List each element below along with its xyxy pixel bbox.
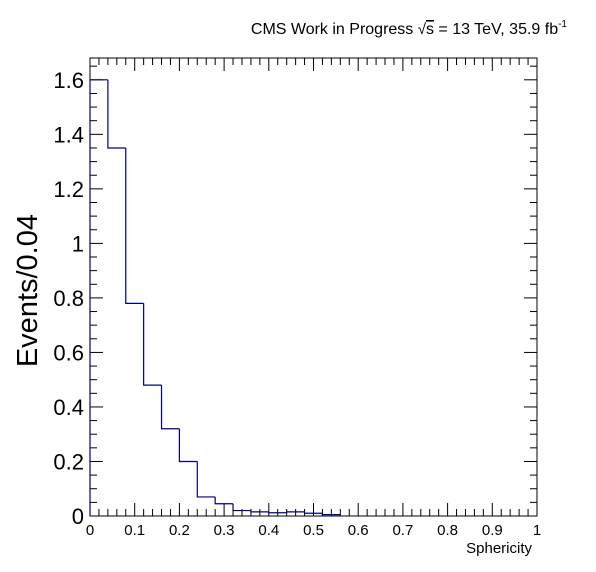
x-tick-label: 0.8	[437, 522, 458, 539]
x-axis-label: Sphericity	[466, 540, 532, 557]
y-axis-tick-labels: 0 0.2 0.4 0.6 0.8 1 1.2 1.4 1.6	[53, 68, 84, 529]
y-axis-ticks	[90, 65, 537, 517]
histogram-bin	[250, 510, 269, 513]
x-tick-label: 0.5	[303, 522, 324, 539]
x-axis-tick-labels: 0 0.1 0.2 0.3 0.4 0.5 0.6 0.7 0.8 0.9 1	[86, 522, 541, 539]
x-tick-label: 0.1	[124, 522, 145, 539]
sqrt-symbol: √	[418, 21, 427, 38]
header-superscript: -1	[558, 19, 567, 30]
header-energy-lumi: = 13 TeV, 35.9 fb	[434, 21, 558, 38]
histogram-bin	[232, 503, 251, 512]
chart-header: CMS Work in Progress √s = 13 TeV, 35.9 f…	[251, 19, 568, 38]
histogram-bin	[303, 511, 323, 514]
x-axis-ticks	[89, 58, 538, 516]
y-tick-label: 1.6	[53, 68, 84, 93]
histogram-bin	[286, 511, 305, 513]
histogram-bin	[321, 513, 341, 516]
x-tick-label: 1	[533, 522, 541, 539]
x-tick-label: 0.9	[482, 522, 503, 539]
histogram-series	[89, 79, 341, 516]
y-tick-label: 0.4	[53, 395, 84, 420]
x-tick-label: 0.4	[258, 522, 279, 539]
y-tick-label: 0.8	[53, 286, 84, 311]
y-tick-label: 1	[72, 231, 84, 256]
histogram-bin	[107, 79, 126, 149]
x-tick-label: 0.2	[169, 522, 190, 539]
y-tick-label: 0.2	[53, 449, 84, 474]
histogram-bin	[178, 428, 198, 463]
header-text: CMS Work in Progress	[251, 21, 418, 38]
histogram-bin	[268, 511, 287, 514]
histogram-bin	[125, 147, 144, 304]
histogram-bin	[143, 303, 162, 386]
y-tick-label: 1.2	[53, 177, 84, 202]
x-tick-label: 0.6	[348, 522, 369, 539]
sqrt-argument: s	[426, 21, 434, 38]
y-tick-label: 0.6	[53, 340, 84, 365]
x-tick-label: 0	[86, 522, 94, 539]
y-tick-label: 1.4	[53, 122, 84, 147]
plot-frame	[89, 57, 538, 517]
histogram-bin	[160, 385, 180, 430]
x-tick-label: 0.3	[214, 522, 235, 539]
histogram-bin	[214, 496, 234, 505]
histogram-bin	[89, 79, 108, 516]
y-axis-label: Events/0.04	[12, 214, 44, 367]
y-tick-label: 0	[72, 504, 84, 529]
histogram-bin	[196, 461, 216, 498]
x-tick-label: 0.7	[392, 522, 413, 539]
